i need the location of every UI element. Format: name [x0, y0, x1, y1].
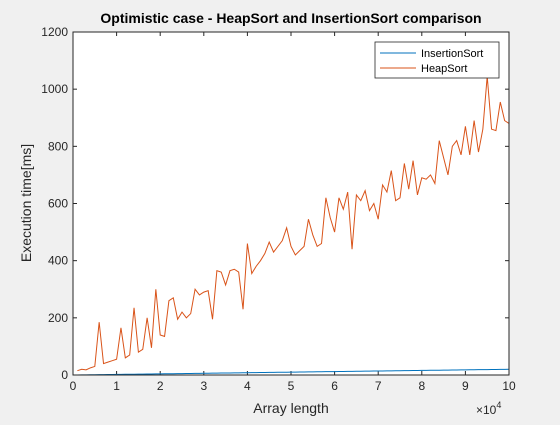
y-tick-label: 600 [48, 197, 68, 211]
x-exponent-label: ×104 [476, 400, 501, 417]
plot-area [73, 32, 509, 375]
x-tick-label: 9 [462, 379, 469, 393]
y-tick-label: 200 [48, 311, 68, 325]
y-tick-label: 1000 [41, 82, 68, 96]
x-axis-label: Array length [253, 400, 328, 416]
x-tick-label: 3 [200, 379, 207, 393]
x-tick-label: 8 [418, 379, 425, 393]
y-axis-label: Execution time[ms] [18, 144, 34, 262]
plot-border [72, 31, 510, 376]
series-line-heapsort [77, 76, 509, 372]
legend-label: HeapSort [421, 63, 467, 75]
x-tick-label: 2 [157, 379, 164, 393]
x-tick-label: 10 [502, 379, 516, 393]
x-tick-label: 5 [288, 379, 295, 393]
y-tick-label: 0 [61, 368, 68, 382]
y-tick-label: 400 [48, 254, 68, 268]
legend-label: InsertionSort [421, 48, 483, 60]
y-tick-label: 800 [48, 139, 68, 153]
axis-ticks: 0 1 2 3 4 5 6 7 8 9 10 0 200 400 600 800 1000 1200 [41, 25, 516, 393]
x-tick-label: 1 [113, 379, 120, 393]
x-tick-label: 7 [375, 379, 382, 393]
x-tick-label: 6 [331, 379, 338, 393]
y-tick-label: 1200 [41, 25, 68, 39]
x-tick-label: 0 [70, 379, 77, 393]
x-tick-label: 4 [244, 379, 251, 393]
series-lines [77, 76, 509, 375]
x-exponent-power: 4 [496, 400, 501, 410]
legend-box [374, 41, 500, 79]
series-line-insertionsort [77, 368, 509, 375]
chart-title: Optimistic case - HeapSort and Insertion… [100, 10, 481, 26]
legend: InsertionSort HeapSort [374, 41, 500, 79]
